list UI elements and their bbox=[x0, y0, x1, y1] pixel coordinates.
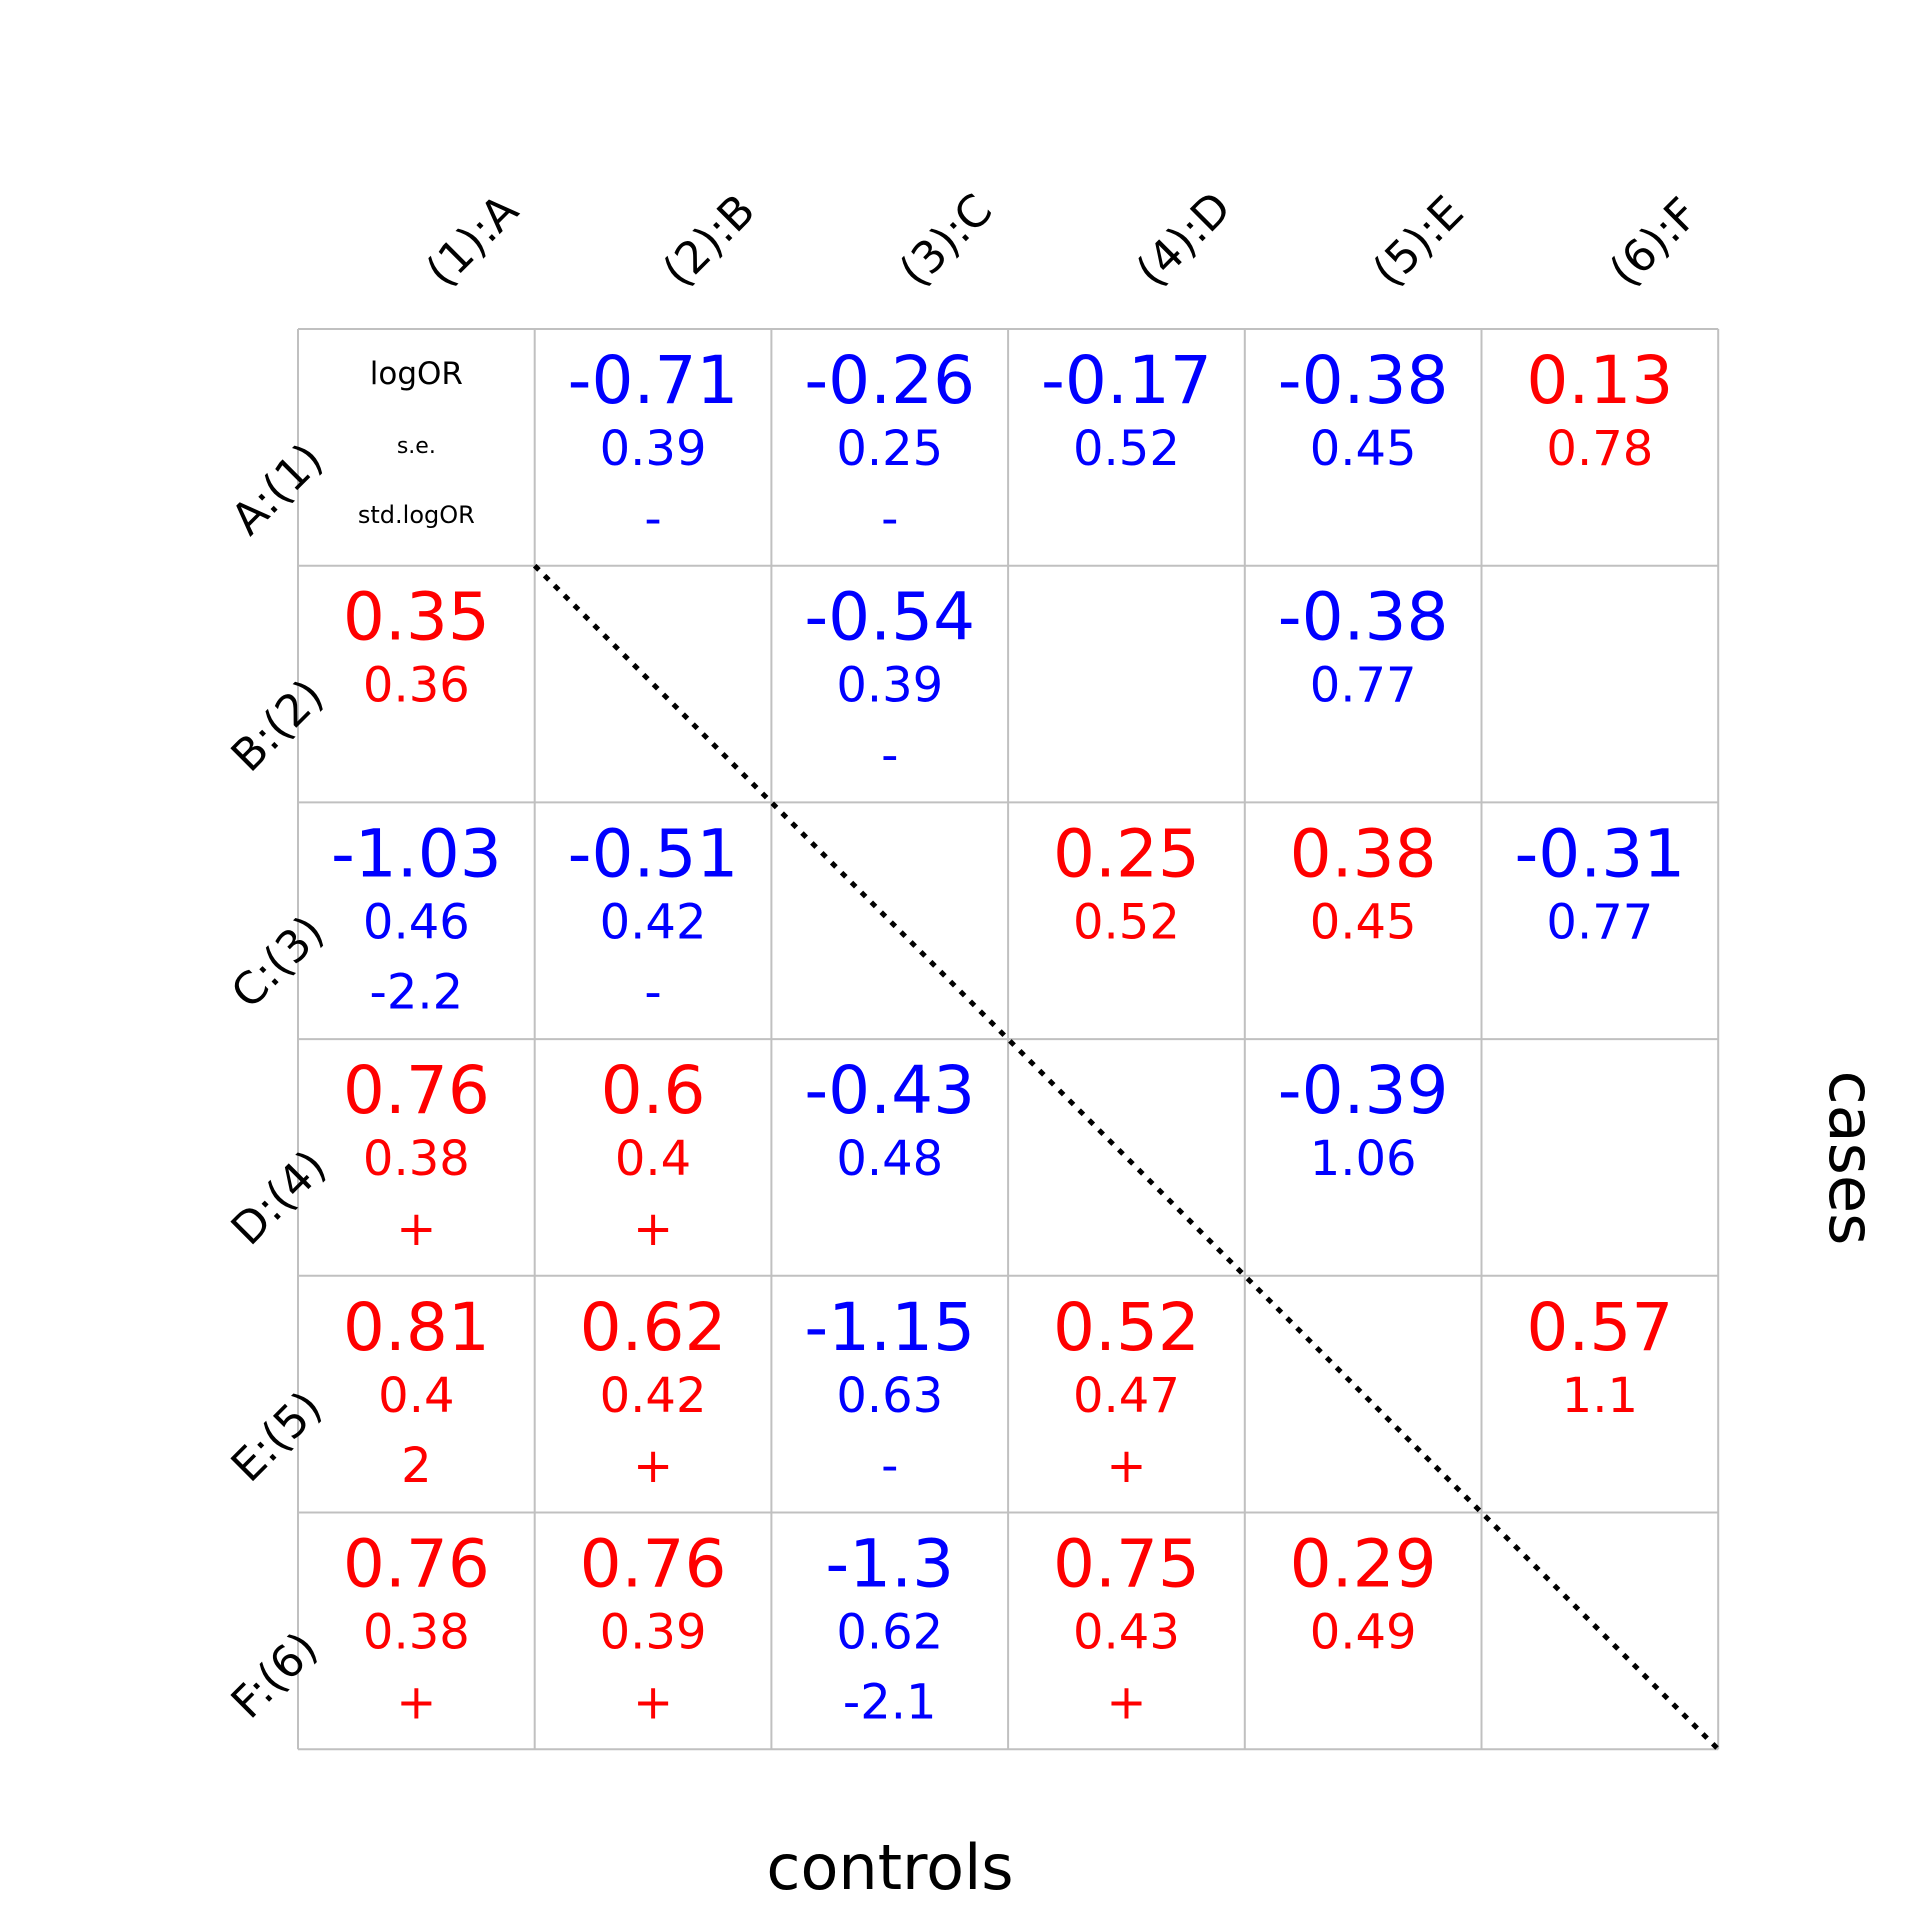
cell-se-value: 1.06 bbox=[1310, 1131, 1417, 1187]
cell-se-value: 0.38 bbox=[363, 1605, 470, 1661]
cell-se-value: 0.78 bbox=[1546, 421, 1653, 477]
cell-std-logor-value: + bbox=[396, 1675, 436, 1731]
cell-std-logor-value: + bbox=[396, 1201, 436, 1257]
cell-logor-value: 0.35 bbox=[343, 579, 490, 656]
cell-std-logor-value: + bbox=[633, 1201, 673, 1257]
cell-logor-value: 0.62 bbox=[580, 1289, 727, 1366]
cell-logor-value: -1.03 bbox=[331, 815, 502, 892]
cell-std-logor-value: - bbox=[644, 964, 661, 1020]
cell-se-value: 0.25 bbox=[836, 421, 943, 477]
cell-logor-value: 0.29 bbox=[1290, 1526, 1437, 1603]
cell-std-logor-value: - bbox=[644, 491, 661, 547]
cell-std-logor-value: -2.1 bbox=[843, 1675, 937, 1731]
legend-logor-label: logOR bbox=[370, 356, 463, 392]
cell-se-value: 0.42 bbox=[600, 894, 707, 950]
cell-logor-value: -0.17 bbox=[1041, 342, 1212, 419]
cell-se-value: 0.77 bbox=[1310, 658, 1417, 714]
cell-std-logor-value: - bbox=[881, 728, 898, 784]
cells-layer: logORs.e.std.logOR-0.710.39--0.260.25--0… bbox=[331, 342, 1685, 1731]
cell-std-logor-value: - bbox=[881, 491, 898, 547]
cell-logor-value: -0.54 bbox=[804, 579, 975, 656]
cell-se-value: 0.43 bbox=[1073, 1605, 1180, 1661]
cell-se-value: 0.62 bbox=[836, 1605, 943, 1661]
cell-se-value: 0.42 bbox=[600, 1368, 707, 1424]
cell-se-value: 0.52 bbox=[1073, 894, 1180, 950]
cell-std-logor-value: - bbox=[881, 1438, 898, 1494]
cell-logor-value: 0.25 bbox=[1053, 815, 1200, 892]
cell-logor-value: -0.38 bbox=[1278, 579, 1449, 656]
column-label: (5):E bbox=[1363, 187, 1473, 297]
cell-logor-value: -0.43 bbox=[804, 1052, 975, 1129]
cell-se-value: 0.45 bbox=[1310, 421, 1417, 477]
cell-logor-value: -0.26 bbox=[804, 342, 975, 419]
cell-se-value: 1.1 bbox=[1562, 1368, 1638, 1424]
cell-se-value: 0.63 bbox=[836, 1368, 943, 1424]
cell-se-value: 0.39 bbox=[600, 1605, 707, 1661]
row-label: A:(1) bbox=[222, 434, 333, 545]
cell-std-logor-value: + bbox=[633, 1438, 673, 1494]
cell-se-value: 0.4 bbox=[378, 1368, 454, 1424]
column-label: (2):B bbox=[653, 185, 765, 297]
cell-logor-value: 0.75 bbox=[1053, 1526, 1200, 1603]
cell-logor-value: -0.38 bbox=[1278, 342, 1449, 419]
cell-se-value: 0.39 bbox=[600, 421, 707, 477]
cell-se-value: 0.48 bbox=[836, 1131, 943, 1187]
cell-logor-value: -0.39 bbox=[1278, 1052, 1449, 1129]
cell-logor-value: -0.51 bbox=[568, 815, 739, 892]
cell-logor-value: 0.6 bbox=[601, 1052, 706, 1129]
cell-se-value: 0.39 bbox=[836, 658, 943, 714]
cell-logor-value: 0.52 bbox=[1053, 1289, 1200, 1366]
cell-se-value: 0.45 bbox=[1310, 894, 1417, 950]
cell-logor-value: 0.38 bbox=[1290, 815, 1437, 892]
row-label: F:(6) bbox=[222, 1622, 328, 1728]
cell-logor-value: -0.71 bbox=[568, 342, 739, 419]
cell-se-value: 0.4 bbox=[615, 1131, 691, 1187]
cell-logor-value: 0.57 bbox=[1526, 1289, 1673, 1366]
cell-logor-value: -1.3 bbox=[825, 1526, 954, 1603]
cell-std-logor-value: -2.2 bbox=[370, 964, 464, 1020]
cell-std-logor-value: 2 bbox=[401, 1438, 432, 1494]
column-label: (3):C bbox=[890, 184, 1002, 296]
grid bbox=[297, 328, 1720, 1751]
row-label: D:(4) bbox=[222, 1141, 337, 1256]
x-axis-title: controls bbox=[766, 1831, 1013, 1904]
cell-std-logor-value: + bbox=[1106, 1438, 1146, 1494]
cell-se-value: 0.49 bbox=[1310, 1605, 1417, 1661]
cell-logor-value: 0.76 bbox=[343, 1052, 490, 1129]
cell-se-value: 0.46 bbox=[363, 894, 470, 950]
cell-se-value: 0.38 bbox=[363, 1131, 470, 1187]
column-label: (6):F bbox=[1600, 188, 1709, 297]
cell-logor-value: 0.76 bbox=[343, 1526, 490, 1603]
row-label: B:(2) bbox=[222, 670, 334, 782]
cell-logor-value: 0.13 bbox=[1526, 342, 1673, 419]
cell-se-value: 0.36 bbox=[363, 658, 470, 714]
row-label: E:(5) bbox=[222, 1382, 332, 1492]
column-label: (4):D bbox=[1127, 182, 1242, 297]
legend-se-label: s.e. bbox=[397, 434, 436, 459]
cell-logor-value: -0.31 bbox=[1514, 815, 1685, 892]
cell-logor-value: 0.81 bbox=[343, 1289, 490, 1366]
cell-logor-value: -1.15 bbox=[804, 1289, 975, 1366]
cell-logor-value: 0.76 bbox=[580, 1526, 727, 1603]
cell-se-value: 0.77 bbox=[1546, 894, 1653, 950]
cell-se-value: 0.47 bbox=[1073, 1368, 1180, 1424]
y-axis-title: cases bbox=[1815, 1071, 1888, 1246]
cell-std-logor-value: + bbox=[1106, 1675, 1146, 1731]
column-label: (1):A bbox=[416, 185, 528, 297]
cell-std-logor-value: + bbox=[633, 1675, 673, 1731]
cell-se-value: 0.52 bbox=[1073, 421, 1180, 477]
legend-std-logor-label: std.logOR bbox=[358, 501, 475, 529]
row-label: C:(3) bbox=[222, 906, 334, 1018]
